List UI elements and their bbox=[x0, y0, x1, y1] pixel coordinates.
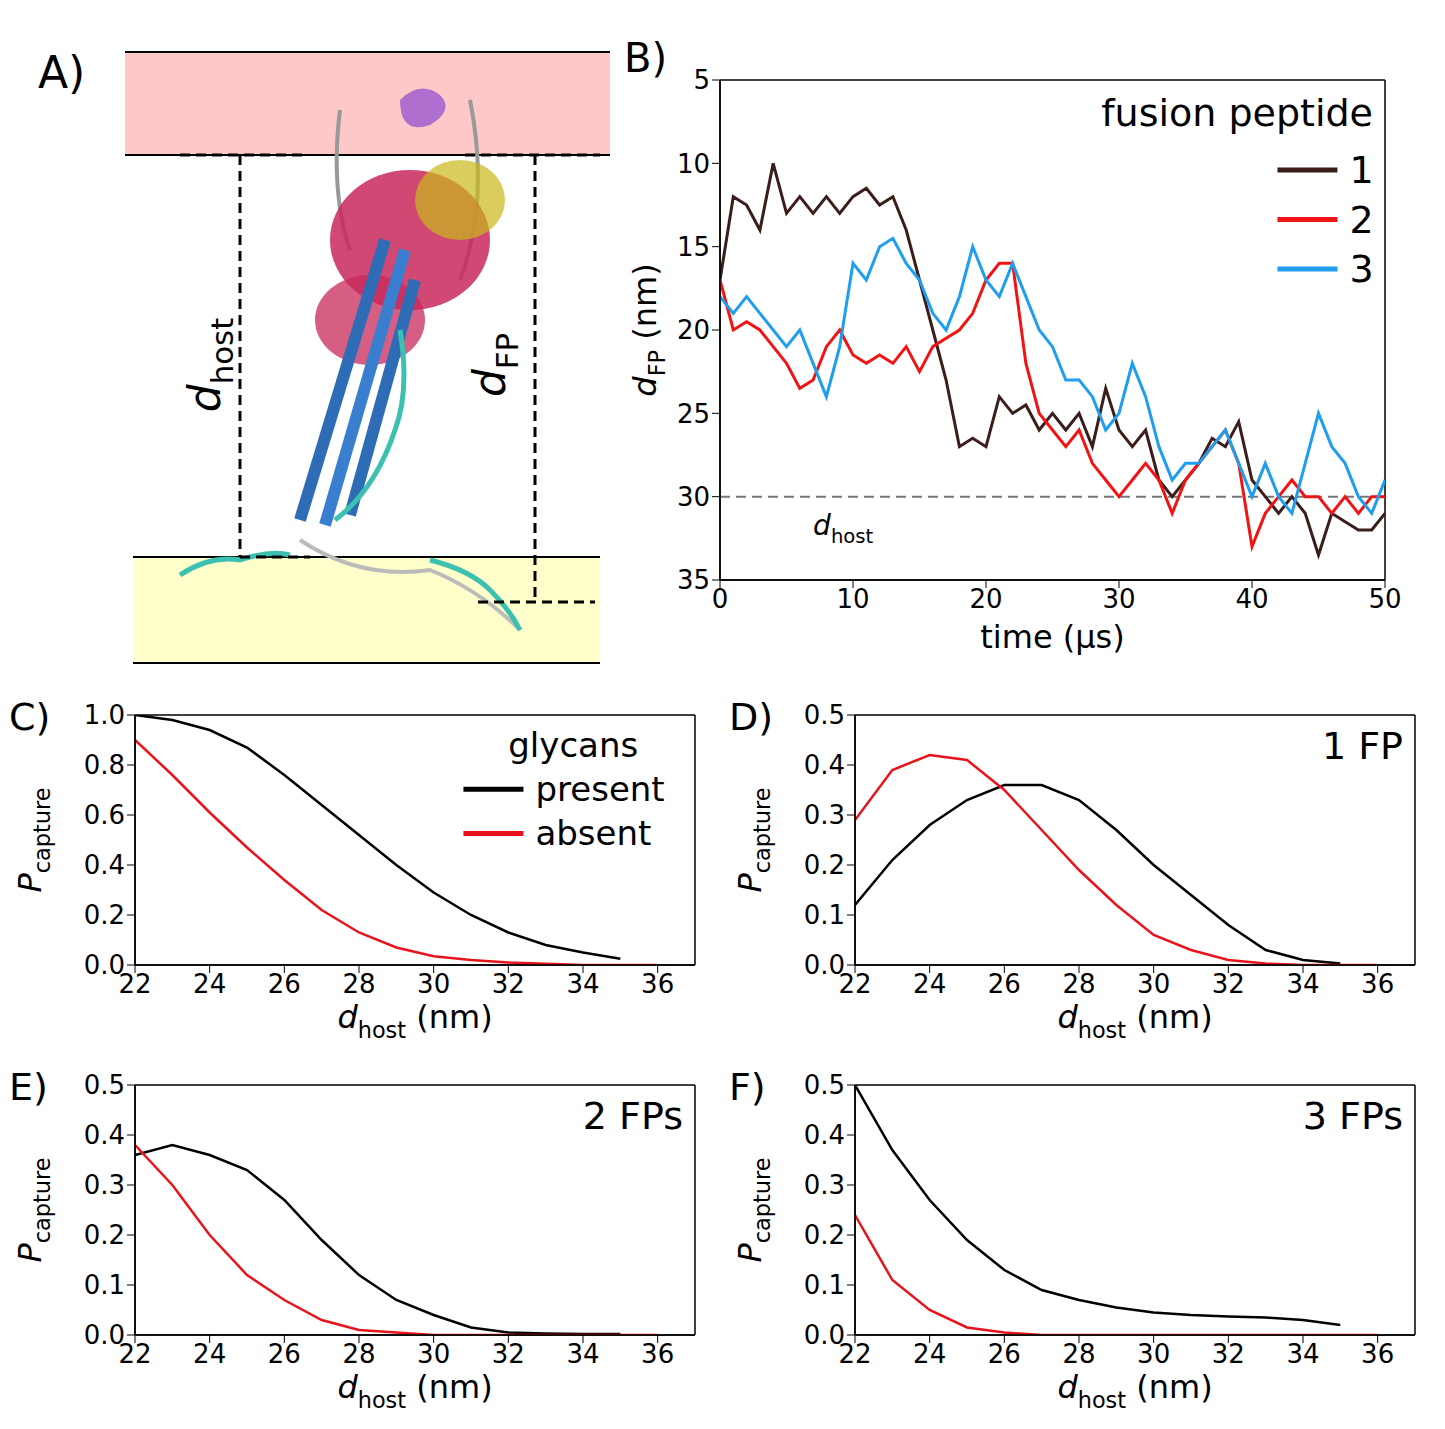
svg-text:1.0: 1.0 bbox=[84, 700, 125, 730]
svg-text:dhost (nm): dhost (nm) bbox=[337, 998, 492, 1043]
svg-text:0.3: 0.3 bbox=[84, 1170, 125, 1200]
svg-text:40: 40 bbox=[1235, 584, 1268, 614]
svg-text:0.8: 0.8 bbox=[84, 750, 125, 780]
svg-text:dhost (nm): dhost (nm) bbox=[1057, 1368, 1212, 1413]
svg-text:34: 34 bbox=[1286, 1339, 1319, 1369]
svg-text:3: 3 bbox=[1349, 247, 1373, 291]
svg-text:25: 25 bbox=[677, 399, 710, 429]
svg-text:0.1: 0.1 bbox=[804, 1270, 845, 1300]
svg-text:10: 10 bbox=[677, 149, 710, 179]
svg-text:50: 50 bbox=[1368, 584, 1401, 614]
svg-text:1: 1 bbox=[1349, 148, 1373, 192]
svg-text:30: 30 bbox=[417, 969, 450, 999]
svg-text:0.6: 0.6 bbox=[84, 800, 125, 830]
svg-text:28: 28 bbox=[342, 969, 375, 999]
svg-text:fusion peptide: fusion peptide bbox=[1101, 91, 1373, 135]
svg-text:0.0: 0.0 bbox=[804, 1320, 845, 1350]
svg-text:0.2: 0.2 bbox=[84, 1220, 125, 1250]
svg-text:1 FP: 1 FP bbox=[1322, 724, 1403, 768]
svg-text:dhost: dhost bbox=[813, 509, 873, 548]
svg-text:32: 32 bbox=[1212, 1339, 1245, 1369]
svg-text:0.4: 0.4 bbox=[804, 1120, 845, 1150]
svg-text:30: 30 bbox=[1137, 969, 1170, 999]
svg-text:0.2: 0.2 bbox=[84, 900, 125, 930]
svg-text:3 FPs: 3 FPs bbox=[1303, 1094, 1403, 1138]
svg-text:present: present bbox=[535, 769, 664, 809]
svg-text:22: 22 bbox=[118, 969, 152, 1000]
svg-text:36: 36 bbox=[641, 969, 674, 999]
svg-text:0.4: 0.4 bbox=[804, 750, 845, 780]
svg-text:dhost (nm): dhost (nm) bbox=[337, 1368, 492, 1413]
svg-text:E): E) bbox=[9, 1065, 48, 1109]
svg-text:24: 24 bbox=[913, 969, 946, 999]
svg-text:34: 34 bbox=[1286, 969, 1319, 999]
svg-text:glycans: glycans bbox=[508, 725, 638, 765]
svg-text:24: 24 bbox=[193, 969, 226, 999]
svg-text:0.1: 0.1 bbox=[84, 1270, 125, 1300]
svg-text:0: 0 bbox=[712, 584, 729, 614]
svg-text:2: 2 bbox=[1349, 198, 1373, 242]
svg-text:32: 32 bbox=[1212, 969, 1245, 999]
svg-text:dFP: dFP bbox=[464, 333, 525, 397]
svg-text:28: 28 bbox=[1062, 1339, 1095, 1369]
svg-text:30: 30 bbox=[417, 1339, 450, 1369]
svg-text:0.2: 0.2 bbox=[804, 1220, 845, 1250]
svg-text:0.3: 0.3 bbox=[804, 800, 845, 830]
svg-text:22: 22 bbox=[838, 969, 872, 1000]
svg-text:22: 22 bbox=[118, 1339, 152, 1370]
svg-text:0.5: 0.5 bbox=[84, 1070, 125, 1100]
svg-text:26: 26 bbox=[268, 969, 301, 999]
svg-text:absent: absent bbox=[535, 813, 651, 853]
svg-text:30: 30 bbox=[1102, 584, 1135, 614]
svg-text:B): B) bbox=[624, 35, 667, 81]
svg-text:20: 20 bbox=[677, 315, 710, 345]
svg-text:0.5: 0.5 bbox=[804, 700, 845, 730]
svg-text:24: 24 bbox=[913, 1339, 946, 1369]
svg-text:26: 26 bbox=[988, 1339, 1021, 1369]
svg-text:28: 28 bbox=[1062, 969, 1095, 999]
svg-text:30: 30 bbox=[1137, 1339, 1170, 1369]
svg-text:Pcapture: Pcapture bbox=[731, 788, 776, 893]
svg-text:2 FPs: 2 FPs bbox=[583, 1094, 683, 1138]
svg-text:36: 36 bbox=[641, 1339, 674, 1369]
svg-text:20: 20 bbox=[969, 584, 1002, 614]
svg-text:34: 34 bbox=[566, 1339, 599, 1369]
svg-text:0.4: 0.4 bbox=[84, 850, 125, 880]
svg-text:10: 10 bbox=[836, 584, 869, 614]
svg-text:dFP (nm): dFP (nm) bbox=[626, 263, 671, 396]
svg-text:15: 15 bbox=[677, 232, 710, 262]
svg-text:5: 5 bbox=[693, 65, 710, 95]
svg-text:F): F) bbox=[729, 1065, 766, 1109]
svg-text:36: 36 bbox=[1361, 969, 1394, 999]
svg-text:dhost (nm): dhost (nm) bbox=[1057, 998, 1212, 1043]
svg-text:0.0: 0.0 bbox=[84, 950, 125, 980]
svg-text:0.2: 0.2 bbox=[804, 850, 845, 880]
svg-text:22: 22 bbox=[838, 1339, 872, 1370]
svg-text:32: 32 bbox=[492, 1339, 525, 1369]
svg-text:30: 30 bbox=[677, 482, 710, 512]
svg-text:32: 32 bbox=[492, 969, 525, 999]
svg-text:0.3: 0.3 bbox=[804, 1170, 845, 1200]
svg-text:36: 36 bbox=[1361, 1339, 1394, 1369]
svg-text:A): A) bbox=[38, 47, 85, 98]
svg-text:0.0: 0.0 bbox=[84, 1320, 125, 1350]
svg-text:Pcapture: Pcapture bbox=[731, 1158, 776, 1263]
svg-text:26: 26 bbox=[988, 969, 1021, 999]
svg-text:D): D) bbox=[729, 695, 773, 739]
svg-text:0.0: 0.0 bbox=[804, 950, 845, 980]
svg-text:35: 35 bbox=[677, 565, 710, 595]
svg-text:26: 26 bbox=[268, 1339, 301, 1369]
svg-text:Pcapture: Pcapture bbox=[11, 1158, 56, 1263]
svg-text:Pcapture: Pcapture bbox=[11, 788, 56, 893]
svg-text:C): C) bbox=[9, 695, 50, 739]
svg-text:0.5: 0.5 bbox=[804, 1070, 845, 1100]
svg-text:34: 34 bbox=[566, 969, 599, 999]
svg-text:28: 28 bbox=[342, 1339, 375, 1369]
svg-text:dhost: dhost bbox=[179, 318, 240, 412]
svg-text:time (μs): time (μs) bbox=[980, 618, 1124, 656]
svg-text:24: 24 bbox=[193, 1339, 226, 1369]
svg-text:0.4: 0.4 bbox=[84, 1120, 125, 1150]
svg-text:0.1: 0.1 bbox=[804, 900, 845, 930]
